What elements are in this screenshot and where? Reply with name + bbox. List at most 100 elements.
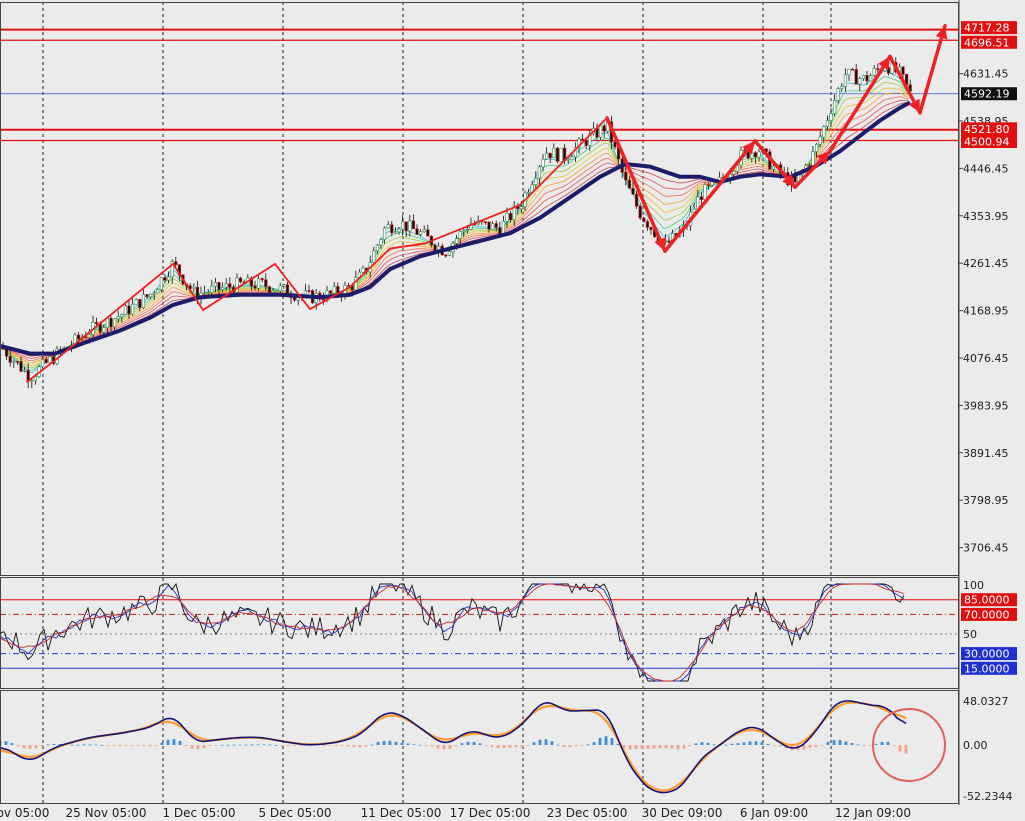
macd-hist-bar-72 <box>214 745 218 746</box>
price-tick-label-4: 4261.45 <box>963 257 1009 270</box>
macd-hist-bar-106 <box>316 745 320 746</box>
macd-hist-bar-280 <box>838 740 842 745</box>
macd-hist-bar-16 <box>46 744 50 746</box>
candle-body-180 <box>649 227 653 230</box>
macd-hist-bar-100 <box>298 745 302 746</box>
macd-hist-bar-174 <box>520 745 524 748</box>
candle-body-203 <box>732 171 736 175</box>
candle-body-166 <box>598 125 603 138</box>
candle-body-176 <box>634 193 639 207</box>
candle-body-77 <box>278 285 282 292</box>
macd-hist-bar-220 <box>658 745 662 749</box>
macd-hist-bar-242 <box>724 744 728 746</box>
candle-body-109 <box>393 231 398 234</box>
macd-hist-bar-168 <box>502 745 506 748</box>
candle-body-41 <box>149 293 153 298</box>
price-tick-label-2: 4446.45 <box>963 162 1009 175</box>
macd-hist-bar-88 <box>262 744 266 746</box>
zigzag-segment-3 <box>172 263 204 311</box>
candle-body-113 <box>408 220 412 232</box>
macd-hist-bar-256 <box>766 743 770 745</box>
osc-level-label-15: 15.0000 <box>964 662 1010 675</box>
macd-hist-bar-90 <box>268 744 272 746</box>
time-tick-label-0: ov 05:00 <box>0 806 49 820</box>
candle-body-91 <box>328 290 333 294</box>
candle-body-24 <box>87 333 91 338</box>
candle-body-118 <box>426 229 430 237</box>
macd-hist-bar-166 <box>496 745 500 748</box>
macd-hist-bar-192 <box>574 745 578 747</box>
zigzag-arrowhead-16 <box>908 98 920 113</box>
candle-body-174 <box>627 179 631 189</box>
macd-hist-bar-56 <box>166 739 170 745</box>
macd-hist-bar-28 <box>82 744 86 746</box>
candle-body-167 <box>602 125 606 132</box>
candle-body-160 <box>577 138 581 148</box>
candle-body-170 <box>613 141 617 148</box>
candle-body-63 <box>228 283 232 288</box>
candle-body-38 <box>138 299 142 308</box>
candle-body-159 <box>573 147 577 158</box>
macd-hist-bar-172 <box>514 745 518 748</box>
macd-hist-bar-144 <box>430 745 434 747</box>
macd-hist-bar-208 <box>622 745 626 749</box>
macd-axis-label-2: -52.2344 <box>963 790 1012 803</box>
zigzag-segment-12 <box>663 139 757 253</box>
candle-body-236 <box>850 68 855 71</box>
osc-mid-line <box>0 583 905 682</box>
macd-hist-bar-112 <box>334 745 338 746</box>
macd-hist-bar-14 <box>40 745 44 747</box>
macd-hist-bar-170 <box>508 745 512 748</box>
osc-level-badge-85 <box>961 593 1017 607</box>
macd-hist-bar-246 <box>736 743 740 745</box>
candle-body-155 <box>559 147 563 162</box>
highlight-circle <box>872 708 946 782</box>
price-tick-label-10: 3706.45 <box>963 542 1009 555</box>
macd-hist-bar-186 <box>556 744 560 746</box>
candle-body-108 <box>390 224 394 234</box>
macd-hist-bar-18 <box>52 743 56 745</box>
candle-body-75 <box>271 290 275 293</box>
macd-hist-bar-150 <box>448 745 452 749</box>
candle-body-192 <box>692 208 696 213</box>
candle-body-229 <box>825 120 829 127</box>
candle-body-135 <box>487 221 491 230</box>
candle-body-114 <box>411 220 416 230</box>
candle-body-240 <box>865 75 869 82</box>
candle-body-241 <box>868 75 873 82</box>
candle-body-214 <box>771 165 775 170</box>
macd-hist-bar-20 <box>58 744 62 745</box>
level-lines <box>0 28 958 142</box>
candle-body-53 <box>192 286 196 290</box>
level-0-label: 4717.28 <box>964 22 1010 35</box>
candle-body-124 <box>447 251 452 256</box>
candle-body-146 <box>526 192 531 194</box>
candle-body-152 <box>548 152 552 159</box>
macd-hist-bar-24 <box>70 744 74 746</box>
macd-hist-bar-182 <box>544 739 548 745</box>
candle-body-78 <box>282 284 286 287</box>
candle-body-228 <box>822 126 826 138</box>
zigzag-segment-15 <box>828 54 892 153</box>
macd-hist-bar-210 <box>628 745 632 750</box>
candle-body-178 <box>642 217 646 222</box>
candle-body-127 <box>458 231 462 239</box>
macd-hist-bar-68 <box>202 745 206 749</box>
zigzag-segment-4 <box>202 263 276 311</box>
candle-body-36 <box>131 303 135 315</box>
candle-body-21 <box>77 334 81 340</box>
macd-hist-bar-202 <box>604 736 608 745</box>
level-0-badge <box>961 21 1017 35</box>
osc-level-label-70: 70.0000 <box>964 608 1010 621</box>
macd-hist-bar-70 <box>208 745 212 746</box>
macd-hist-bar-34 <box>100 744 104 746</box>
macd-hist-bar-248 <box>742 742 746 745</box>
macd-hist-bar-134 <box>400 742 404 745</box>
candle-body-9 <box>33 376 37 381</box>
macd-hist-bar-278 <box>832 740 836 745</box>
candle-body-57 <box>206 292 210 294</box>
zigzag-segment-5 <box>274 263 311 310</box>
candle-body-72 <box>260 278 264 281</box>
macd-hist-bar-176 <box>526 745 530 746</box>
macd-hist-bar-80 <box>238 744 242 746</box>
